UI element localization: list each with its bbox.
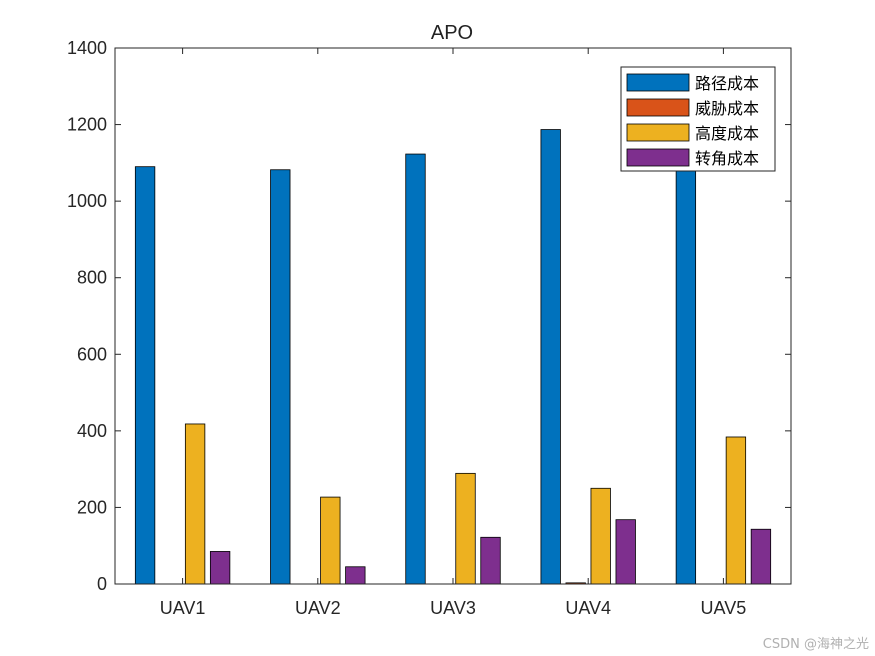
y-tick-label: 200 xyxy=(77,497,107,517)
legend-label: 路径成本 xyxy=(695,74,759,93)
bar xyxy=(540,129,561,585)
bar xyxy=(134,166,156,585)
y-tick-label: 400 xyxy=(77,421,107,441)
y-axis: 0 200 400 600 800 1000 1200 1400 xyxy=(67,38,791,594)
legend-swatch xyxy=(626,123,690,142)
x-tick-label: UAV3 xyxy=(430,598,476,618)
bar xyxy=(270,169,291,585)
y-tick-label: 1000 xyxy=(67,191,107,211)
y-tick-label: 800 xyxy=(77,268,107,288)
legend-swatch xyxy=(626,148,690,167)
bar xyxy=(750,528,772,585)
watermark: CSDN @海神之光 xyxy=(762,637,869,652)
y-tick-label: 600 xyxy=(77,344,107,364)
bar xyxy=(209,551,231,585)
bar xyxy=(345,566,366,585)
y-tick-label: 1400 xyxy=(67,38,107,58)
x-tick-label: UAV5 xyxy=(701,598,747,618)
bar xyxy=(184,423,206,585)
bar xyxy=(405,153,426,585)
bar xyxy=(480,536,501,585)
bars-group xyxy=(134,129,772,585)
x-axis: UAV1 UAV2 UAV3 UAV4 UAV5 xyxy=(160,48,746,618)
bar xyxy=(615,519,636,585)
bar xyxy=(675,162,697,585)
bar xyxy=(590,487,611,585)
y-tick-label: 1200 xyxy=(67,115,107,135)
bar xyxy=(320,496,341,585)
x-tick-label: UAV1 xyxy=(160,598,206,618)
bar xyxy=(455,472,476,585)
bar xyxy=(725,436,747,585)
legend-label: 高度成本 xyxy=(695,124,759,143)
y-tick-label: 0 xyxy=(97,574,107,594)
legend-label: 转角成本 xyxy=(695,149,759,168)
legend-swatch xyxy=(626,73,690,92)
chart-title: APO xyxy=(431,22,473,44)
legend-label: 威胁成本 xyxy=(695,99,759,118)
x-tick-label: UAV2 xyxy=(295,598,341,618)
legend-swatch xyxy=(626,98,690,117)
x-tick-label: UAV4 xyxy=(565,598,611,618)
